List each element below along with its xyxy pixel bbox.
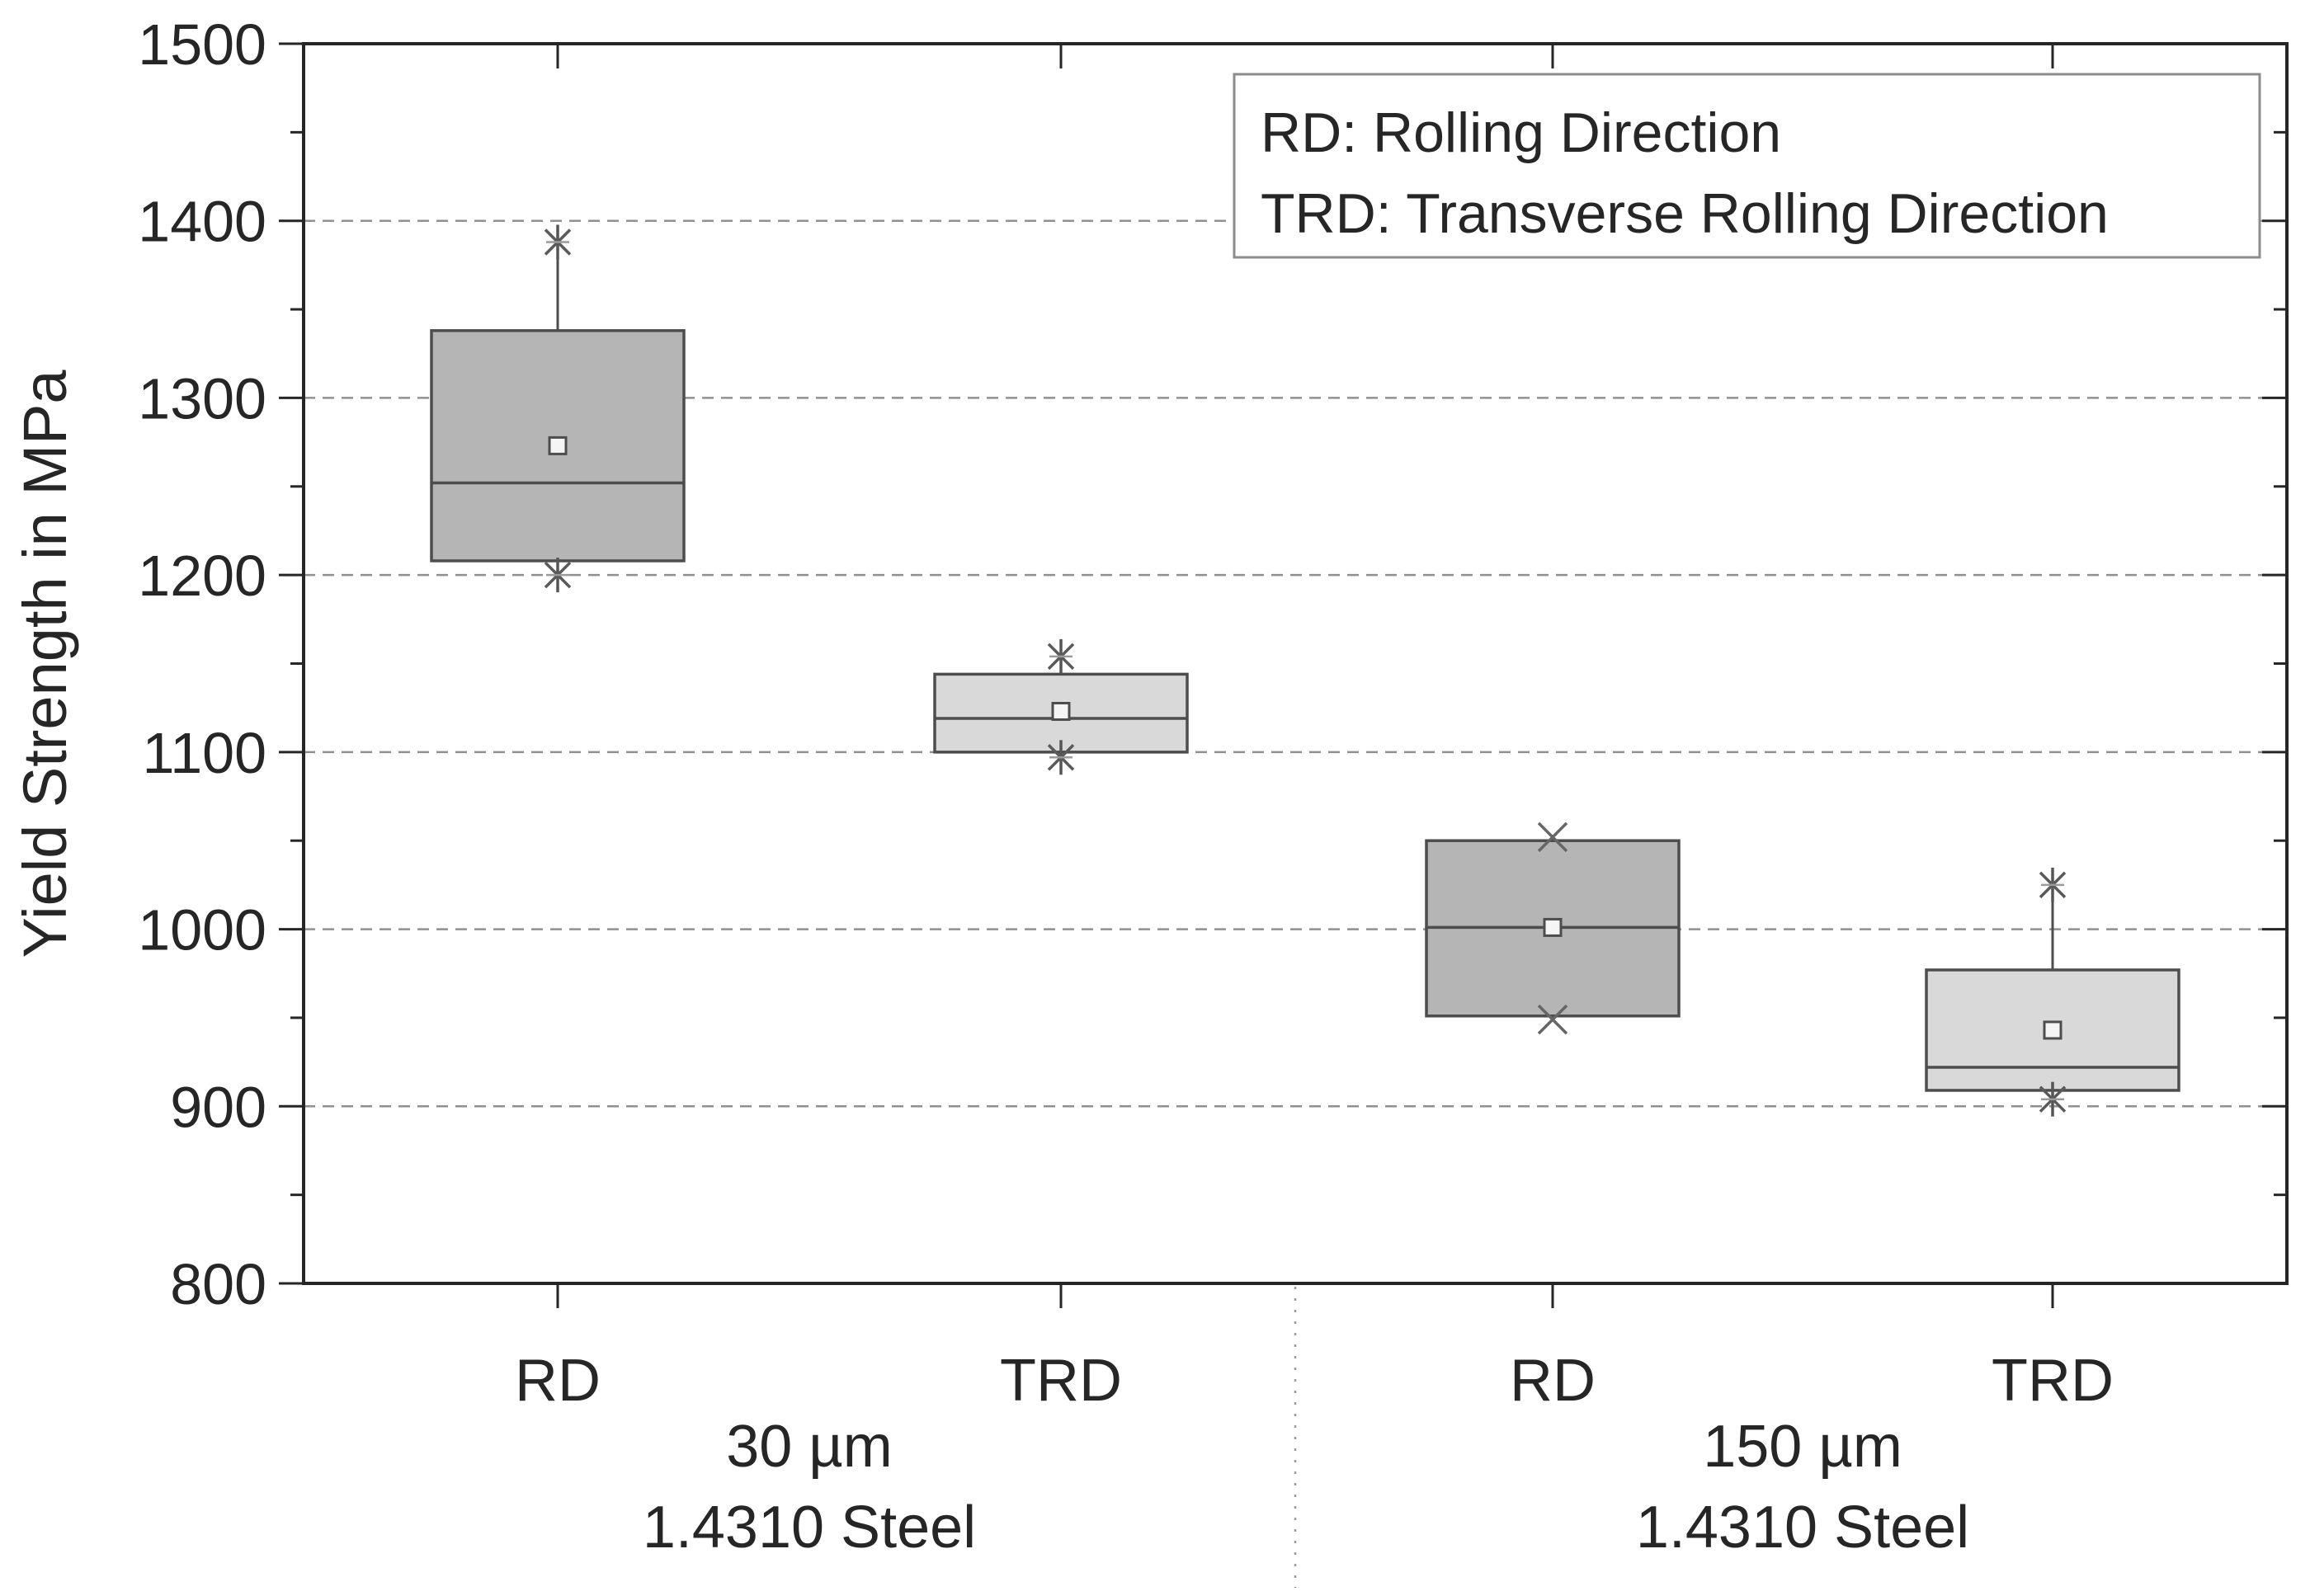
max-asterisk-marker xyxy=(544,224,572,260)
min-asterisk-marker xyxy=(1047,740,1075,775)
group-size-label-1: 150 µm xyxy=(1703,1414,1902,1480)
max-x-marker xyxy=(1537,822,1568,853)
y-tick-label-1200: 1200 xyxy=(138,544,266,608)
legend-box xyxy=(1233,73,2261,259)
x-axis-labels: RD TRD RD TRD 30 µm 1.4310 Steel 150 µm 1.4310 … xyxy=(515,1348,2114,1561)
min-x-marker xyxy=(1537,1004,1568,1035)
box-rd-2 xyxy=(1425,822,1681,1035)
x-category-label-1: TRD xyxy=(1000,1348,1122,1414)
x-diagonal-stroke xyxy=(1537,822,1568,853)
x-category-label-3: TRD xyxy=(1992,1348,2114,1414)
x-diagonal-stroke xyxy=(1537,1004,1568,1035)
y-tick-label-1100: 1100 xyxy=(142,721,266,785)
y-tick-label-1500: 1500 xyxy=(138,12,266,77)
max-asterisk-marker xyxy=(1047,638,1075,674)
legend: RD: Rolling Direction TRD: Transverse Ro… xyxy=(1233,73,2261,259)
box-series xyxy=(430,224,2180,1117)
min-asterisk-marker xyxy=(544,558,572,593)
box-trd-3 xyxy=(1925,867,2180,1117)
y-axis-title: Yield Strength in MPa xyxy=(11,370,79,958)
axes-frame-and-ticks xyxy=(279,42,2289,1308)
box-trd-1 xyxy=(933,638,1189,775)
legend-line-rd: RD: Rolling Direction xyxy=(1261,101,1781,164)
mean-square-marker xyxy=(1543,917,1563,937)
group-material-label-0: 1.4310 Steel xyxy=(643,1495,976,1561)
x-category-label-0: RD xyxy=(515,1348,601,1414)
y-tick-label-1300: 1300 xyxy=(138,366,266,431)
min-asterisk-marker xyxy=(2039,1081,2067,1117)
y-tick-label-900: 900 xyxy=(170,1075,266,1139)
y-tick-label-1400: 1400 xyxy=(138,190,266,254)
group-material-label-1: 1.4310 Steel xyxy=(1636,1495,1969,1561)
y-tick-label-800: 800 xyxy=(170,1252,266,1316)
legend-line-trd: TRD: Transverse Rolling Direction xyxy=(1261,182,2109,245)
max-asterisk-marker xyxy=(2039,867,2067,902)
box-rd-0 xyxy=(430,224,686,593)
y-tick-labels: 800 900 1000 1100 1200 1300 1400 1500 xyxy=(138,12,266,1316)
x-category-label-2: RD xyxy=(1510,1348,1596,1414)
mean-square-marker xyxy=(1051,701,1071,721)
group-size-label-0: 30 µm xyxy=(726,1414,893,1480)
mean-square-marker xyxy=(2043,1020,2062,1040)
mean-square-marker xyxy=(548,435,568,455)
y-tick-label-1000: 1000 xyxy=(138,898,266,963)
